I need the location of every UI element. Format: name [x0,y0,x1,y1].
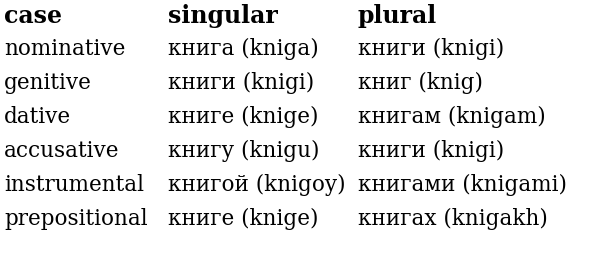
Text: case: case [4,4,62,28]
Text: genitive: genitive [4,72,92,94]
Text: plural: plural [358,4,437,28]
Text: книги (knigi): книги (knigi) [358,140,504,162]
Text: книгой (knigoy): книгой (knigoy) [168,174,346,196]
Text: dative: dative [4,106,71,128]
Text: книги (knigi): книги (knigi) [358,38,504,60]
Text: книги (knigi): книги (knigi) [168,72,314,94]
Text: книгу (knigu): книгу (knigu) [168,140,320,162]
Text: nominative: nominative [4,38,126,60]
Text: книгами (knigami): книгами (knigami) [358,174,567,196]
Text: prepositional: prepositional [4,208,147,230]
Text: книгам (knigam): книгам (knigam) [358,106,546,128]
Text: accusative: accusative [4,140,120,162]
Text: книг (knig): книг (knig) [358,72,483,94]
Text: singular: singular [168,4,278,28]
Text: instrumental: instrumental [4,174,144,196]
Text: книгах (knigakh): книгах (knigakh) [358,208,548,230]
Text: книга (kniga): книга (kniga) [168,38,318,60]
Text: книге (knige): книге (knige) [168,208,318,230]
Text: книге (knige): книге (knige) [168,106,318,128]
